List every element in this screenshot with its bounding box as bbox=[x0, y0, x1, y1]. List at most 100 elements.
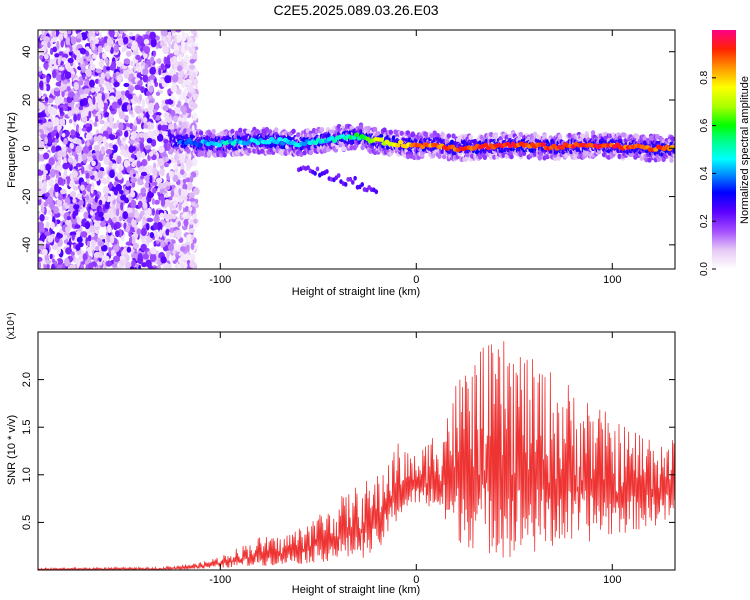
noise-cell bbox=[43, 265, 47, 269]
noise-cell bbox=[173, 161, 177, 171]
noise-cell bbox=[139, 142, 145, 151]
noise-cell bbox=[178, 257, 184, 265]
noise-cell bbox=[117, 172, 123, 181]
noise-cell bbox=[38, 90, 42, 99]
noise-cell bbox=[163, 139, 169, 144]
noise-cell bbox=[188, 101, 194, 106]
noise-cell bbox=[111, 101, 118, 110]
noise-cell bbox=[189, 59, 195, 64]
noise-cell bbox=[191, 157, 198, 167]
noise-cell bbox=[187, 182, 193, 191]
noise-cell bbox=[52, 69, 57, 79]
noise-cell bbox=[140, 210, 145, 216]
noise-cell bbox=[140, 87, 145, 94]
noise-cell bbox=[71, 234, 75, 241]
noise-cell bbox=[103, 65, 107, 74]
noise-cell bbox=[152, 187, 157, 194]
noise-cell bbox=[179, 156, 185, 164]
noise-cell bbox=[152, 167, 158, 176]
noise-cell bbox=[67, 30, 72, 35]
noise-cell bbox=[91, 160, 96, 166]
noise-cell bbox=[50, 221, 55, 230]
noise-cell bbox=[57, 124, 62, 131]
noise-cell bbox=[118, 139, 122, 147]
noise-cell bbox=[131, 146, 136, 152]
noise-cell bbox=[130, 131, 137, 138]
noise-cell bbox=[120, 202, 124, 211]
noise-cell bbox=[120, 194, 127, 201]
noise-cell bbox=[43, 125, 47, 131]
noise-cell bbox=[113, 152, 118, 161]
noise-cell bbox=[189, 260, 197, 269]
noise-cell bbox=[123, 70, 130, 76]
noise-cell bbox=[102, 177, 107, 185]
noise-cell bbox=[86, 177, 90, 184]
noise-cell bbox=[168, 243, 174, 251]
noise-cell bbox=[148, 264, 153, 269]
noise-cell bbox=[187, 85, 191, 93]
noise-cell bbox=[136, 228, 142, 235]
noise-cell bbox=[71, 170, 78, 178]
noise-cell bbox=[53, 117, 60, 126]
noise-cell bbox=[130, 199, 137, 209]
noise-cell bbox=[44, 136, 48, 145]
noise-cell bbox=[102, 102, 109, 111]
noise-cell bbox=[65, 47, 70, 53]
noise-cell bbox=[138, 264, 142, 269]
noise-cell bbox=[50, 230, 55, 235]
noise-cell bbox=[148, 74, 156, 80]
noise-cell bbox=[126, 215, 134, 224]
noise-cell bbox=[124, 130, 129, 138]
noise-cell bbox=[111, 263, 118, 268]
noise-cell bbox=[149, 175, 153, 184]
noise-cell bbox=[102, 52, 107, 60]
noise-cell bbox=[139, 94, 142, 102]
noise-cell bbox=[42, 174, 47, 181]
noise-cell bbox=[170, 57, 174, 62]
noise-cell bbox=[112, 144, 118, 150]
noise-cell bbox=[147, 95, 154, 100]
noise-cell bbox=[191, 200, 196, 207]
noise-cell bbox=[90, 64, 96, 71]
noise-cell bbox=[104, 111, 110, 118]
noise-cell bbox=[159, 195, 165, 201]
noise-cell bbox=[56, 40, 60, 50]
noise-cell bbox=[128, 139, 135, 145]
noise-cell bbox=[127, 42, 132, 48]
signal-halo-cell bbox=[388, 129, 393, 135]
noise-cell bbox=[170, 254, 176, 261]
noise-cell bbox=[185, 177, 191, 183]
noise-cell bbox=[188, 64, 195, 70]
signal-halo-cell bbox=[319, 127, 324, 133]
noise-cell bbox=[38, 103, 46, 111]
noise-cell bbox=[58, 66, 65, 71]
noise-cell bbox=[147, 190, 155, 199]
noise-cell bbox=[184, 97, 189, 103]
noise-cell bbox=[116, 61, 123, 67]
noise-cell bbox=[160, 167, 165, 177]
noise-cell bbox=[173, 42, 178, 52]
noise-cell bbox=[43, 216, 49, 221]
noise-cell bbox=[135, 105, 142, 115]
noise-cell bbox=[118, 260, 126, 267]
noise-cell bbox=[142, 73, 148, 83]
noise-cell bbox=[133, 50, 138, 56]
noise-cell bbox=[150, 38, 157, 48]
noise-cell bbox=[86, 126, 91, 133]
noise-cell bbox=[79, 47, 86, 55]
noise-cell bbox=[126, 207, 133, 215]
noise-cell bbox=[185, 108, 192, 114]
noise-cell bbox=[108, 142, 114, 149]
noise-cell bbox=[77, 80, 84, 86]
noise-cell bbox=[85, 68, 92, 78]
noise-cell bbox=[54, 138, 59, 144]
noise-cell bbox=[131, 219, 137, 228]
noise-cell bbox=[85, 50, 90, 57]
signal-halo-cell bbox=[468, 134, 473, 140]
noise-cell bbox=[142, 216, 147, 225]
noise-cell bbox=[137, 180, 144, 186]
noise-cell bbox=[72, 210, 76, 220]
noise-cell bbox=[74, 224, 81, 229]
noise-cell bbox=[118, 216, 123, 222]
